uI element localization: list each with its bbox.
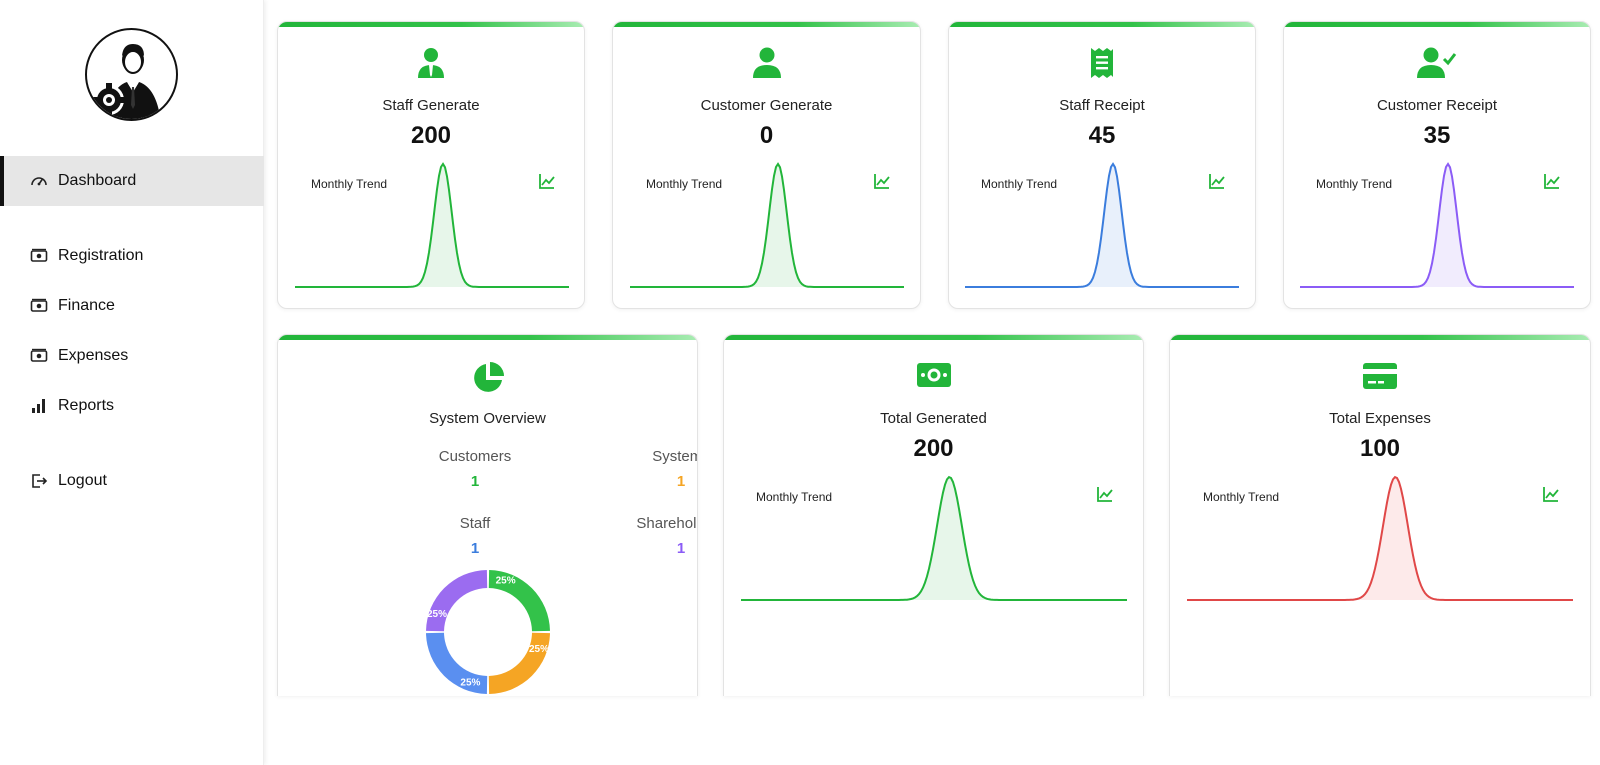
donut-slice[interactable] <box>488 570 550 632</box>
donut-slice-label: 25% <box>529 644 549 655</box>
overview-title: System Overview <box>429 410 546 427</box>
card-customer-receipt: Customer Receipt 35 Monthly Trend <box>1283 21 1591 309</box>
logout-icon <box>30 472 48 490</box>
sidebar-item-label: Dashboard <box>58 172 137 189</box>
card-customer-generate: Customer Generate 0 Monthly Trend <box>612 21 921 309</box>
trend-sparkline <box>965 162 1239 288</box>
receipt-icon <box>949 46 1255 80</box>
stat-label: Staff <box>459 515 491 532</box>
trend-chart-icon[interactable] <box>538 172 556 190</box>
sparkline-area <box>630 164 904 287</box>
trend-label: Monthly Trend <box>1203 490 1280 504</box>
sidebar-item-reports[interactable]: Reports <box>0 381 264 431</box>
sidebar: Dashboard Registration Finance Expenses <box>0 0 264 765</box>
stat-label: Customers <box>438 448 512 465</box>
staff-icon <box>278 47 584 79</box>
stat-label: Systems <box>652 448 697 465</box>
donut-slice[interactable] <box>426 570 488 632</box>
trend-sparkline <box>295 162 569 288</box>
user-check-icon <box>1284 47 1590 79</box>
user-icon <box>613 47 920 79</box>
card-system-overview: System Overview Customers 1 Systems 1 St… <box>277 334 698 696</box>
trend-sparkline <box>1187 475 1573 601</box>
trend-sparkline <box>741 475 1127 601</box>
card-title: Total Expenses <box>1329 410 1431 427</box>
sidebar-item-expenses[interactable]: Expenses <box>0 331 264 381</box>
trend-label: Monthly Trend <box>646 177 723 191</box>
sparkline-line <box>1300 162 1574 288</box>
stat-value: 1 <box>470 540 480 557</box>
card-staff-receipt: Staff Receipt 45 Monthly Trend <box>948 21 1256 309</box>
sidebar-item-label: Reports <box>58 397 115 414</box>
card-total-generated: Total Generated 200 Monthly Trend <box>723 334 1144 696</box>
cash-icon <box>30 297 48 315</box>
trend-label: Monthly Trend <box>756 490 833 504</box>
card-title: Staff Generate <box>382 97 480 114</box>
sparkline-line <box>1187 475 1573 601</box>
card-value: 100 <box>1359 435 1401 462</box>
card-staff-generate: Staff Generate 200 Monthly Trend <box>277 21 585 309</box>
donut-slice-label: 25% <box>460 678 480 689</box>
card-value: 200 <box>410 122 452 149</box>
trend-label: Monthly Trend <box>311 177 388 191</box>
sidebar-item-registration[interactable]: Registration <box>0 231 264 281</box>
gauge-icon <box>30 172 48 190</box>
sidebar-item-label: Expenses <box>58 347 129 364</box>
trend-chart-icon[interactable] <box>873 172 891 190</box>
trend-chart-icon[interactable] <box>1542 485 1560 503</box>
stat-value: 1 <box>676 473 686 490</box>
sidebar-item-finance[interactable]: Finance <box>0 281 264 331</box>
card-value: 200 <box>913 435 954 462</box>
card-total-expenses: Total Expenses 100 Monthly Trend <box>1169 334 1591 696</box>
sparkline-area <box>1300 164 1574 287</box>
trend-sparkline <box>630 162 904 288</box>
bar-chart-icon <box>30 397 48 415</box>
sidebar-item-label: Registration <box>58 247 144 264</box>
card-title: Total Generated <box>880 410 987 427</box>
stat-value: 1 <box>470 473 480 490</box>
trend-chart-icon[interactable] <box>1543 172 1561 190</box>
card-title: Customer Receipt <box>1376 97 1498 114</box>
cash-icon <box>30 247 48 265</box>
trend-label: Monthly Trend <box>1316 177 1393 191</box>
sparkline-line <box>630 162 904 288</box>
sparkline-area <box>295 164 569 287</box>
sparkline-area <box>741 477 1127 600</box>
trend-label: Monthly Trend <box>981 177 1058 191</box>
sparkline-line <box>965 162 1239 288</box>
cash-icon <box>30 347 48 365</box>
card-title: Staff Receipt <box>1059 97 1145 114</box>
money-icon <box>724 361 1143 389</box>
donut-slice-label: 25% <box>496 576 516 587</box>
sidebar-item-label: Finance <box>58 297 115 314</box>
sparkline-line <box>741 475 1127 601</box>
card-title: Customer Generate <box>700 97 833 114</box>
admin-avatar-icon <box>92 44 161 119</box>
sparkline-area <box>1187 477 1573 600</box>
donut-slice[interactable] <box>488 632 550 694</box>
stat-value: 1 <box>676 540 686 557</box>
pie-chart-icon <box>278 361 697 395</box>
card-value: 35 <box>1423 122 1451 149</box>
trend-chart-icon[interactable] <box>1096 485 1114 503</box>
trend-sparkline <box>1300 162 1574 288</box>
trend-chart-icon[interactable] <box>1208 172 1226 190</box>
sidebar-item-dashboard[interactable]: Dashboard <box>0 156 264 206</box>
admin-avatar[interactable] <box>85 28 178 121</box>
donut-slice-label: 25% <box>427 609 447 620</box>
overview-donut-chart: 25% 25% 25% 25% <box>426 570 550 694</box>
card-value: 0 <box>759 122 774 149</box>
credit-card-icon <box>1170 362 1590 390</box>
stat-label: Shareholders <box>636 515 697 532</box>
sparkline-area <box>965 164 1239 287</box>
sparkline-line <box>295 162 569 288</box>
donut-slice[interactable] <box>426 632 488 694</box>
sidebar-item-label: Logout <box>58 472 107 489</box>
card-value: 45 <box>1088 122 1116 149</box>
sidebar-item-logout[interactable]: Logout <box>0 456 264 506</box>
